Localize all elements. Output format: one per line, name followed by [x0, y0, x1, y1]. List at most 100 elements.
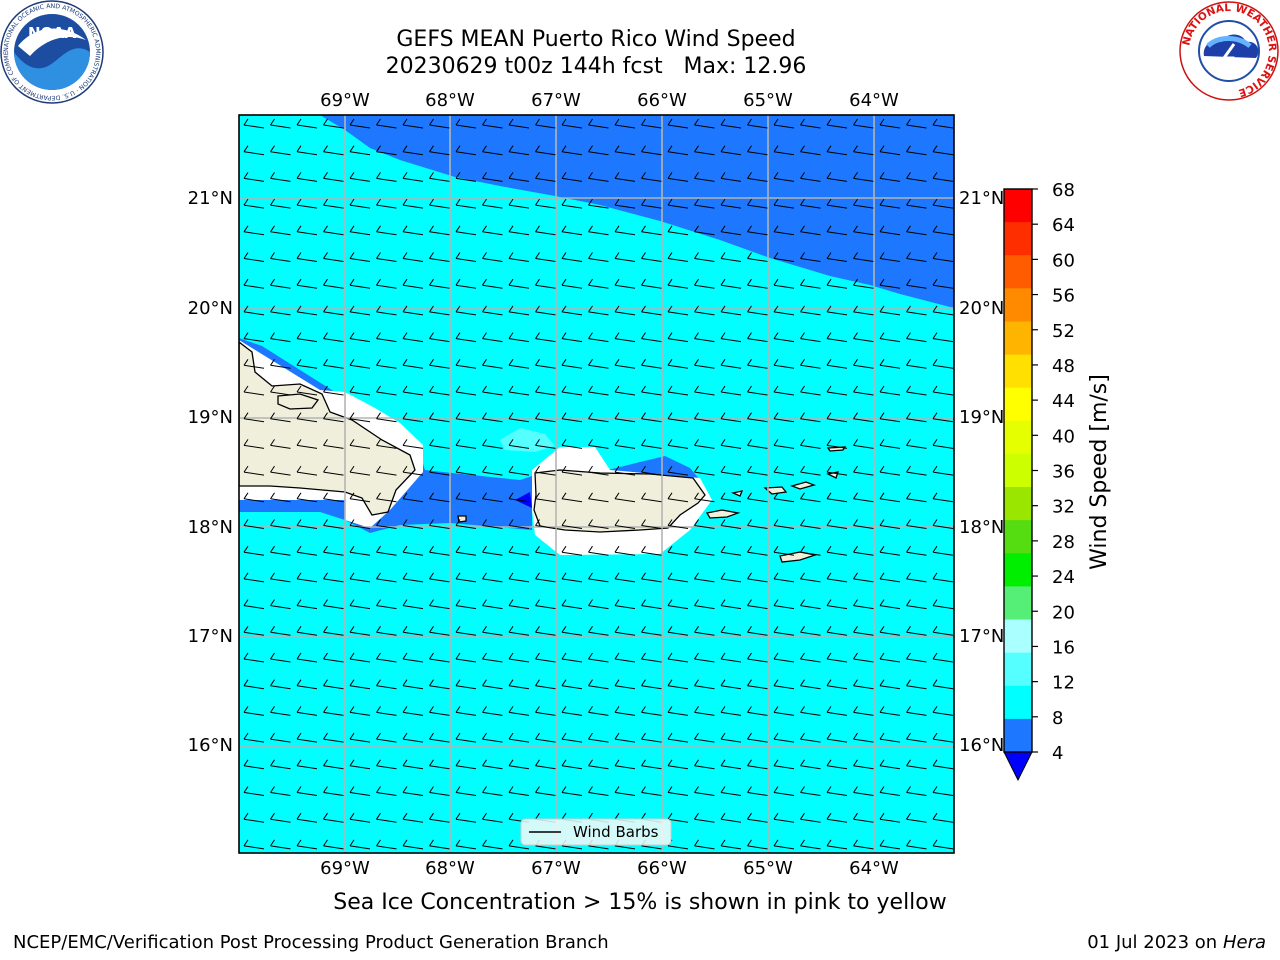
wind-barb: [773, 172, 795, 182]
wind-barb: [429, 706, 450, 716]
wind-barb: [853, 786, 874, 796]
wind-barb: [561, 492, 583, 503]
wind-barb: [826, 172, 848, 182]
wind-barb: [694, 118, 715, 129]
wind-barb: [376, 519, 397, 529]
wind-barb: [376, 599, 397, 610]
wind-barb: [561, 412, 583, 423]
wind-barb: [561, 278, 583, 289]
wind-barb: [323, 145, 344, 156]
wind-barb: [906, 305, 927, 316]
wind-barb: [349, 332, 371, 343]
wind-barb: [853, 145, 874, 156]
lon-label-top: 65°W: [743, 90, 793, 111]
wind-barb: [402, 519, 424, 529]
wind-barb: [667, 652, 689, 663]
wind-barb: [747, 706, 768, 716]
wind-barb: [747, 198, 768, 209]
wind-barb: [376, 118, 397, 129]
wind-barb: [588, 652, 609, 663]
wind-barb: [323, 519, 344, 529]
wind-barb: [561, 225, 583, 236]
wind-barb: [773, 198, 795, 209]
wind-barb: [270, 118, 291, 129]
lat-label-left: 19°N: [188, 407, 233, 428]
wind-barb: [879, 812, 901, 823]
wind-barb: [402, 412, 424, 423]
wind-barb: [614, 732, 636, 743]
wind-barb: [535, 359, 556, 369]
wind-barb: [561, 252, 583, 262]
wind-barb: [906, 786, 927, 796]
wind-barb: [879, 759, 901, 770]
wind-barb: [535, 225, 556, 236]
wind-barb: [376, 439, 397, 449]
wind-barb: [455, 225, 477, 236]
wind-barb: [243, 812, 265, 823]
wind-barb: [349, 252, 371, 262]
wind-barb: [614, 759, 636, 770]
wind-barb: [694, 679, 715, 690]
wind-barb: [826, 545, 848, 556]
wind-barb: [243, 839, 265, 850]
wind-barb: [429, 545, 450, 556]
wind-barb: [747, 332, 768, 343]
wind-barb: [376, 706, 397, 716]
wind-barb: [694, 332, 715, 343]
wind-barb: [826, 145, 848, 156]
wind-barb: [243, 305, 265, 316]
wind-barb: [270, 732, 291, 743]
wind-barb: [402, 172, 424, 182]
wind-barb: [508, 332, 530, 343]
wind-barb: [667, 225, 689, 236]
wind-barb: [747, 519, 768, 529]
wind-barb: [747, 679, 768, 690]
wind-barb: [323, 278, 344, 289]
wind-barb: [270, 332, 291, 343]
wind-barb: [879, 252, 901, 262]
wind-barb: [429, 145, 450, 156]
wind-barb: [508, 839, 530, 850]
wind-barb: [482, 439, 503, 449]
wind-barb: [879, 465, 901, 476]
wind-barb: [667, 545, 689, 556]
wind-barb: [455, 572, 477, 583]
tortola-island: [789, 481, 817, 490]
wind-barb: [535, 118, 556, 129]
wind-barb: [455, 332, 477, 343]
wind-barb: [773, 385, 795, 396]
wind-barb: [429, 626, 450, 636]
wind-barb: [243, 545, 265, 556]
wind-barb: [879, 172, 901, 182]
wind-barb: [614, 786, 636, 796]
colorbar-segment: [1004, 652, 1032, 687]
wind-barb: [270, 225, 291, 236]
colorbar-tick-label: 8: [1052, 708, 1063, 729]
wind-barb: [694, 652, 715, 663]
wind-barb: [429, 652, 450, 663]
wind-barb: [482, 385, 503, 396]
wind-barb: [932, 839, 954, 850]
wind-barb: [720, 332, 742, 343]
wind-barb: [243, 572, 265, 583]
colorbar-tick-label: 12: [1052, 673, 1075, 694]
wind-barb: [243, 652, 265, 663]
wind-barb: [376, 412, 397, 423]
wind-barb: [402, 599, 424, 610]
wind-barb: [667, 812, 689, 823]
wind-barb: [323, 652, 344, 663]
wind-barb: [667, 759, 689, 770]
wind-barb: [402, 439, 424, 449]
wind-barb: [641, 599, 662, 610]
lat-label-right: 19°N: [959, 407, 1004, 428]
wind-barb: [296, 145, 318, 156]
wind-barb: [614, 359, 636, 369]
wind-barb: [932, 732, 954, 743]
wind-barb: [561, 759, 583, 770]
wind-barb: [270, 545, 291, 556]
wind-barb: [455, 385, 477, 396]
wind-barb: [349, 465, 371, 476]
wind-barb: [323, 732, 344, 743]
wind-barb: [879, 599, 901, 610]
wind-barb: [535, 198, 556, 209]
